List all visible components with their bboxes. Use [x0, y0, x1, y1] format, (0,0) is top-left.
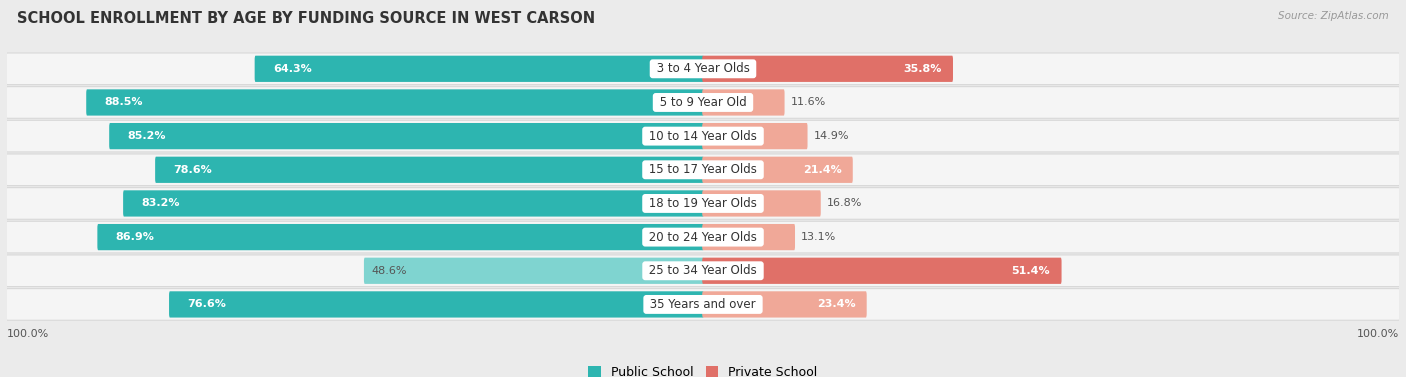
- Text: 78.6%: 78.6%: [173, 165, 212, 175]
- FancyBboxPatch shape: [97, 224, 704, 250]
- Text: 20 to 24 Year Olds: 20 to 24 Year Olds: [645, 231, 761, 244]
- FancyBboxPatch shape: [6, 221, 1400, 253]
- FancyBboxPatch shape: [702, 190, 821, 216]
- Text: 83.2%: 83.2%: [142, 198, 180, 208]
- Text: 21.4%: 21.4%: [803, 165, 842, 175]
- FancyBboxPatch shape: [124, 190, 704, 216]
- Text: 10 to 14 Year Olds: 10 to 14 Year Olds: [645, 130, 761, 143]
- Text: 23.4%: 23.4%: [817, 299, 855, 310]
- Text: 15 to 17 Year Olds: 15 to 17 Year Olds: [645, 163, 761, 176]
- FancyBboxPatch shape: [702, 89, 785, 116]
- FancyBboxPatch shape: [6, 289, 1400, 320]
- Text: 64.3%: 64.3%: [273, 64, 312, 74]
- FancyBboxPatch shape: [6, 154, 1400, 185]
- Text: 100.0%: 100.0%: [7, 329, 49, 339]
- FancyBboxPatch shape: [702, 123, 807, 149]
- Text: 85.2%: 85.2%: [128, 131, 166, 141]
- FancyBboxPatch shape: [6, 120, 1400, 152]
- FancyBboxPatch shape: [169, 291, 704, 317]
- FancyBboxPatch shape: [364, 257, 704, 284]
- FancyBboxPatch shape: [110, 123, 704, 149]
- FancyBboxPatch shape: [254, 56, 704, 82]
- FancyBboxPatch shape: [155, 157, 704, 183]
- Text: 5 to 9 Year Old: 5 to 9 Year Old: [655, 96, 751, 109]
- FancyBboxPatch shape: [702, 291, 866, 317]
- Text: 76.6%: 76.6%: [187, 299, 226, 310]
- Text: 13.1%: 13.1%: [801, 232, 837, 242]
- FancyBboxPatch shape: [702, 157, 853, 183]
- Text: Source: ZipAtlas.com: Source: ZipAtlas.com: [1278, 11, 1389, 21]
- FancyBboxPatch shape: [702, 224, 794, 250]
- Text: 86.9%: 86.9%: [115, 232, 155, 242]
- FancyBboxPatch shape: [86, 89, 704, 116]
- FancyBboxPatch shape: [6, 87, 1400, 118]
- Text: 18 to 19 Year Olds: 18 to 19 Year Olds: [645, 197, 761, 210]
- Text: 3 to 4 Year Olds: 3 to 4 Year Olds: [652, 62, 754, 75]
- Text: SCHOOL ENROLLMENT BY AGE BY FUNDING SOURCE IN WEST CARSON: SCHOOL ENROLLMENT BY AGE BY FUNDING SOUR…: [17, 11, 595, 26]
- FancyBboxPatch shape: [6, 255, 1400, 287]
- Text: 16.8%: 16.8%: [827, 198, 862, 208]
- FancyBboxPatch shape: [6, 53, 1400, 84]
- FancyBboxPatch shape: [6, 188, 1400, 219]
- Text: 88.5%: 88.5%: [104, 98, 143, 107]
- Text: 35.8%: 35.8%: [903, 64, 942, 74]
- Text: 14.9%: 14.9%: [814, 131, 849, 141]
- Legend: Public School, Private School: Public School, Private School: [583, 361, 823, 377]
- Text: 100.0%: 100.0%: [1357, 329, 1399, 339]
- FancyBboxPatch shape: [702, 56, 953, 82]
- Text: 35 Years and over: 35 Years and over: [647, 298, 759, 311]
- FancyBboxPatch shape: [702, 257, 1062, 284]
- Text: 11.6%: 11.6%: [790, 98, 825, 107]
- Text: 48.6%: 48.6%: [371, 266, 408, 276]
- Text: 25 to 34 Year Olds: 25 to 34 Year Olds: [645, 264, 761, 277]
- Text: 51.4%: 51.4%: [1012, 266, 1050, 276]
